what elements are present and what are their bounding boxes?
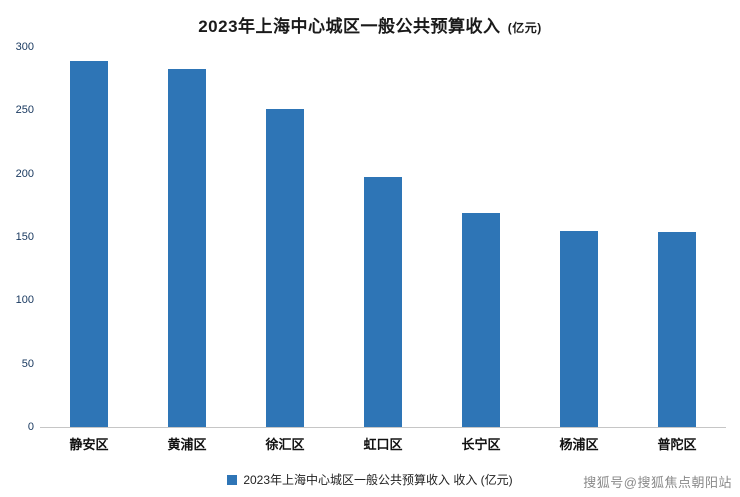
chart-title-unit: (亿元) bbox=[507, 21, 542, 35]
chart-title-text: 2023年上海中心城区一般公共预算收入 bbox=[198, 17, 501, 36]
y-axis: 0 50 100 150 200 250 300 bbox=[10, 41, 40, 433]
bar-杨浦区 bbox=[560, 230, 598, 427]
x-axis-category-label: 长宁区 bbox=[461, 437, 501, 452]
legend-label: 2023年上海中心城区一般公共预算收入 收入 (亿元) bbox=[243, 473, 513, 487]
bar-slot bbox=[138, 47, 236, 427]
bar-slot bbox=[432, 47, 530, 427]
bar-slot bbox=[40, 47, 138, 427]
plot-area-wrapper: 0 50 100 150 200 250 300 bbox=[10, 41, 726, 433]
bar-slot bbox=[530, 47, 628, 427]
bar-普陀区 bbox=[658, 231, 696, 427]
y-axis-tick-label: 0 bbox=[27, 421, 34, 433]
watermark: 搜狐号@搜狐焦点朝阳站 bbox=[583, 475, 732, 490]
bar-静安区 bbox=[70, 60, 108, 427]
bar-徐汇区 bbox=[266, 109, 304, 427]
bar-长宁区 bbox=[462, 212, 500, 427]
x-axis-spacer bbox=[10, 434, 40, 453]
y-axis-tick-label: 50 bbox=[21, 357, 34, 370]
plot-area bbox=[40, 47, 726, 428]
x-axis-labels: 静安区 黄浦区 徐汇区 虹口区 长宁区 杨浦区 普陀区 bbox=[40, 434, 726, 453]
legend: 2023年上海中心城区一般公共预算收入 收入 (亿元) bbox=[0, 471, 740, 488]
bar-slot bbox=[236, 47, 334, 427]
y-axis-tick-label: 250 bbox=[15, 104, 34, 117]
y-axis-tick-label: 300 bbox=[15, 41, 34, 53]
x-axis-category-label: 黄浦区 bbox=[167, 437, 207, 452]
x-axis-category-label: 杨浦区 bbox=[559, 437, 599, 452]
y-axis-tick-label: 150 bbox=[15, 231, 34, 243]
legend-swatch-icon bbox=[227, 474, 238, 485]
x-axis-category-label: 虹口区 bbox=[363, 437, 403, 452]
bar-slot bbox=[334, 47, 432, 427]
x-axis-category-label: 徐汇区 bbox=[265, 437, 305, 452]
x-axis-category-label: 静安区 bbox=[69, 437, 109, 452]
x-axis-category-label: 普陀区 bbox=[657, 437, 697, 452]
x-axis: 静安区 黄浦区 徐汇区 虹口区 长宁区 杨浦区 普陀区 bbox=[10, 434, 726, 453]
y-axis-tick-label: 200 bbox=[15, 167, 34, 180]
chart-title: 2023年上海中心城区一般公共预算收入 (亿元) bbox=[0, 0, 740, 37]
y-axis-tick-label: 100 bbox=[15, 294, 34, 307]
bar-虹口区 bbox=[364, 177, 402, 427]
bar-黄浦区 bbox=[168, 68, 206, 427]
bar-slot bbox=[628, 47, 726, 427]
